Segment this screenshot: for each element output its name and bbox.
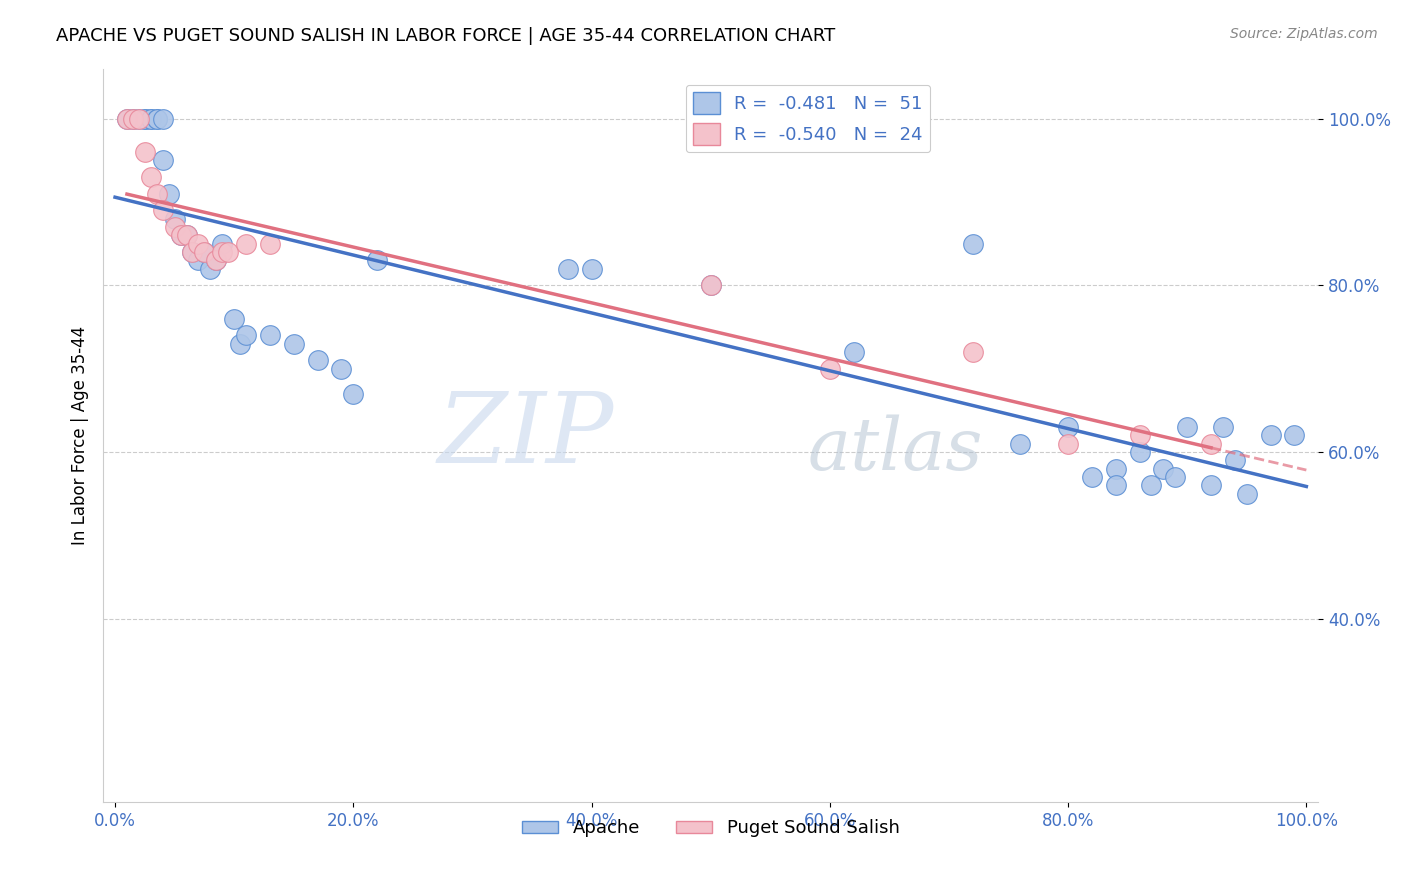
Point: [235, 328, 257, 343]
Text: atlas: atlas: [808, 415, 983, 485]
Point: [122, 112, 145, 126]
Point: [229, 336, 252, 351]
Point: [200, 261, 222, 276]
Point: [581, 261, 603, 276]
Point: [217, 244, 239, 259]
Point: [163, 219, 186, 234]
Point: [193, 244, 215, 259]
Point: [128, 112, 150, 126]
Point: [163, 211, 186, 226]
Text: Source: ZipAtlas.com: Source: ZipAtlas.com: [1230, 27, 1378, 41]
Point: [1129, 445, 1152, 459]
Point: [1140, 478, 1163, 492]
Point: [1164, 470, 1187, 484]
Point: [283, 336, 305, 351]
Point: [330, 361, 353, 376]
Point: [169, 228, 191, 243]
Point: [1260, 428, 1282, 442]
Point: [1105, 462, 1128, 476]
Point: [1105, 478, 1128, 492]
Point: [187, 253, 209, 268]
Point: [205, 253, 228, 268]
Point: [307, 353, 329, 368]
Point: [176, 228, 198, 243]
Point: [205, 253, 228, 268]
Point: [1129, 428, 1152, 442]
Point: [128, 112, 150, 126]
Point: [962, 345, 984, 359]
Point: [152, 203, 174, 218]
Point: [1199, 436, 1222, 450]
Point: [145, 112, 167, 126]
Point: [259, 328, 281, 343]
Point: [1175, 420, 1198, 434]
Text: APACHE VS PUGET SOUND SALISH IN LABOR FORCE | AGE 35-44 CORRELATION CHART: APACHE VS PUGET SOUND SALISH IN LABOR FO…: [56, 27, 835, 45]
Point: [224, 311, 246, 326]
Point: [818, 361, 841, 376]
Point: [187, 236, 209, 251]
Point: [134, 112, 156, 126]
Point: [152, 112, 174, 126]
Point: [699, 278, 721, 293]
Point: [1057, 420, 1080, 434]
Point: [259, 236, 281, 251]
Point: [169, 228, 191, 243]
Point: [1081, 470, 1104, 484]
Point: [145, 112, 167, 126]
Y-axis label: In Labor Force | Age 35-44: In Labor Force | Age 35-44: [72, 326, 89, 545]
Point: [145, 186, 167, 201]
Point: [1236, 487, 1258, 501]
Point: [139, 112, 162, 126]
Point: [1010, 436, 1032, 450]
Point: [181, 244, 204, 259]
Point: [962, 236, 984, 251]
Point: [557, 261, 579, 276]
Point: [1212, 420, 1234, 434]
Point: [1199, 478, 1222, 492]
Point: [1057, 436, 1080, 450]
Point: [115, 112, 138, 126]
Point: [134, 145, 156, 159]
Point: [134, 112, 156, 126]
Point: [1223, 453, 1246, 467]
Point: [235, 236, 257, 251]
Point: [842, 345, 865, 359]
Point: [1152, 462, 1174, 476]
Point: [366, 253, 388, 268]
Text: ZIP: ZIP: [437, 388, 613, 483]
Point: [211, 244, 233, 259]
Point: [152, 153, 174, 168]
Point: [139, 169, 162, 184]
Point: [139, 112, 162, 126]
Point: [176, 228, 198, 243]
Point: [193, 244, 215, 259]
Point: [1284, 428, 1306, 442]
Point: [122, 112, 145, 126]
Point: [115, 112, 138, 126]
Point: [699, 278, 721, 293]
Legend: Apache, Puget Sound Salish: Apache, Puget Sound Salish: [515, 812, 907, 845]
Point: [342, 386, 364, 401]
Point: [181, 244, 204, 259]
Point: [157, 186, 180, 201]
Point: [211, 236, 233, 251]
